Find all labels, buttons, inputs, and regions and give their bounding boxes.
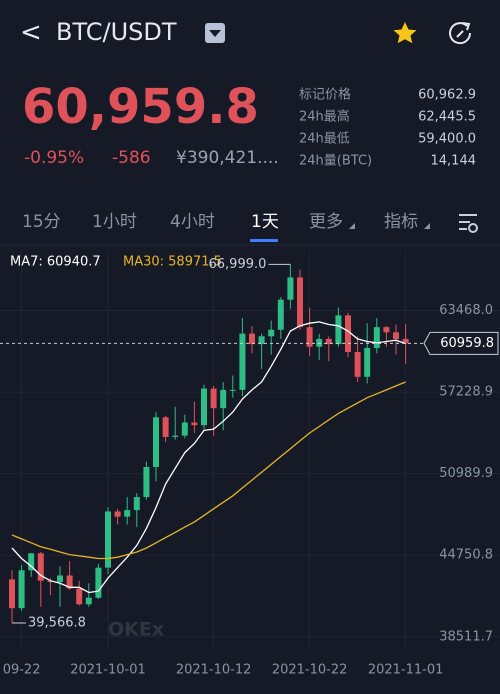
candle-body — [18, 570, 25, 609]
ma-line — [11, 321, 406, 594]
candle-body — [153, 417, 159, 467]
ma-line — [11, 381, 406, 560]
low-label: 39,566.8 — [28, 615, 86, 630]
tab-caret — [424, 223, 430, 229]
candle-body — [181, 422, 188, 436]
interval-tab[interactable]: 更多 — [309, 212, 343, 232]
candle-body — [37, 553, 44, 581]
x-tick-label: 2021-10-22 — [272, 663, 348, 678]
candle-body — [229, 389, 236, 391]
candle-body — [373, 327, 380, 349]
candle-body — [76, 588, 83, 605]
stat-value: 62,445.5 — [418, 110, 476, 125]
candle-body — [133, 497, 140, 511]
candle-body — [258, 336, 265, 345]
candle-body — [57, 575, 63, 583]
stat-label: 24h最高 — [299, 109, 350, 125]
candle-body — [210, 388, 217, 409]
stat-value: 14,144 — [431, 154, 477, 169]
interval-tab[interactable]: 1天 — [251, 212, 279, 232]
y-tick-label: 63468.0 — [439, 303, 493, 318]
candle-body — [220, 389, 227, 409]
ma-legend: MA30: 58971.5 — [123, 255, 222, 270]
change-percent: -0.95% — [24, 148, 84, 168]
candle-body — [402, 338, 409, 344]
candle-body — [316, 338, 323, 347]
back-button[interactable]: < — [20, 18, 42, 48]
candle-body — [239, 333, 246, 390]
candle-body — [345, 315, 351, 352]
y-tick-label: 38511.7 — [439, 629, 493, 644]
settings-gear — [468, 223, 478, 233]
candle-body — [354, 351, 361, 377]
candle-body — [162, 417, 169, 437]
candle-body — [66, 575, 73, 589]
candle-body — [143, 466, 150, 498]
high-label: 66,999.0 — [209, 257, 267, 272]
cny-price: ¥390,421.... — [176, 148, 279, 168]
interval-tab[interactable]: 指标 — [384, 212, 418, 232]
candle-body — [287, 277, 294, 300]
refresh-icon[interactable] — [449, 22, 472, 45]
candle-body — [105, 511, 111, 568]
stat-label: 标记价格 — [299, 87, 351, 103]
refresh-arrow — [461, 22, 471, 31]
ma-legend: MA7: 60940.7 — [10, 255, 101, 270]
y-tick-label: 44750.8 — [439, 548, 493, 563]
watermark: OKEx — [108, 619, 164, 641]
stat-value: 59,400.0 — [418, 132, 476, 147]
last-price-label: 60959.8 — [440, 336, 494, 351]
tab-caret — [349, 223, 355, 229]
refresh-arc — [449, 22, 472, 45]
candle-body — [297, 277, 303, 328]
kline-chart: 09-22 2021-10-01 2021-10-12 2021-10-22 2021-… — [0, 250, 500, 678]
candle-body — [393, 332, 399, 339]
x-tick-label: 2021-11-01 — [368, 663, 444, 678]
stat-label: 24h最低 — [299, 132, 350, 147]
candle-body — [335, 315, 342, 345]
x-tick-label: 09-22 — [3, 663, 41, 678]
candle-body — [124, 510, 131, 517]
interval-tabs: 15分 1小时 4小时 1天 更多 指标 — [22, 212, 430, 242]
y-tick-label: 50989.9 — [439, 466, 493, 481]
last-price: 60,959.8 — [22, 79, 259, 135]
favorite-star[interactable] — [393, 22, 417, 44]
candle-body — [95, 567, 102, 598]
candle-body — [172, 435, 179, 437]
candle-body — [249, 333, 255, 345]
active-underline — [250, 239, 278, 242]
dropdown-arrow — [209, 30, 221, 37]
last-price-tag — [423, 331, 499, 355]
candle-body — [277, 299, 284, 330]
pair-dropdown[interactable] — [205, 23, 225, 43]
interval-tab[interactable]: 1小时 — [92, 212, 137, 232]
refresh-tick — [456, 30, 464, 38]
candle-body — [9, 579, 15, 609]
candle-body — [191, 422, 198, 426]
interval-tab[interactable]: 4小时 — [170, 212, 215, 232]
x-tick-label: 2021-10-01 — [70, 663, 146, 678]
candle-body — [268, 329, 275, 337]
candle-body — [201, 388, 207, 426]
candle-body — [28, 553, 35, 571]
candle-body — [383, 327, 390, 333]
candle-body — [85, 597, 92, 605]
pair-title[interactable]: BTC/USDT — [56, 18, 177, 46]
stat-value: 60,962.9 — [418, 88, 476, 103]
change-amount: -586 — [112, 148, 151, 168]
y-tick-label: 57228.9 — [439, 385, 493, 400]
interval-tab[interactable]: 15分 — [22, 212, 61, 232]
candle-body — [325, 338, 332, 345]
candle-body — [114, 511, 121, 517]
settings-icon[interactable] — [459, 214, 478, 233]
stats: 标记价格 60,962.9 24h最高 62,445.5 24h最低 59,400.0 24… — [299, 87, 476, 169]
x-tick-label: 2021-10-12 — [176, 663, 252, 678]
candle-body — [306, 327, 313, 347]
candle-body — [364, 348, 371, 377]
stat-label: 24h量(BTC) — [299, 154, 372, 169]
